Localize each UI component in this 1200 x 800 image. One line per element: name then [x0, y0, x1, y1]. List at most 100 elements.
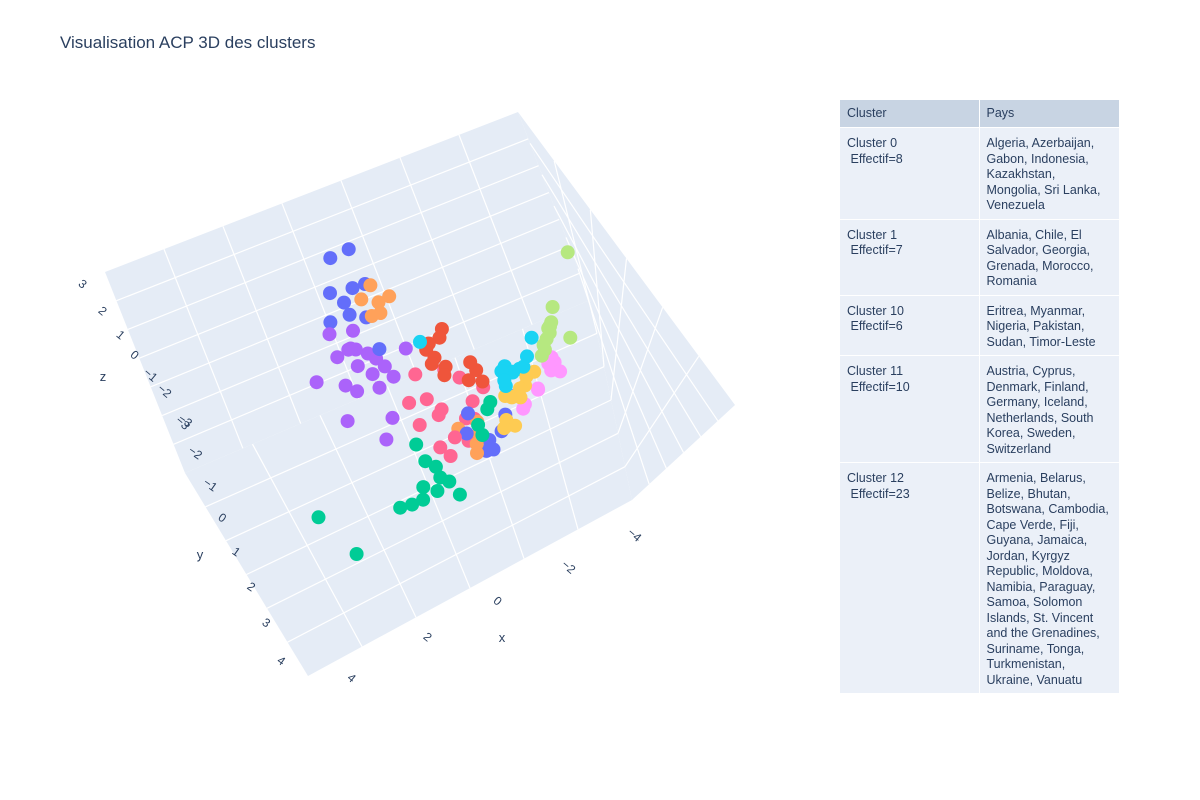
data-point-purple	[379, 432, 394, 447]
cluster-effectif: Effectif=6	[850, 319, 903, 333]
data-point-lime	[560, 245, 575, 260]
data-point-purple	[309, 375, 324, 390]
data-point-blue	[337, 295, 351, 310]
data-point-green	[442, 474, 457, 489]
z-tick-label: 2	[96, 303, 110, 318]
cluster-cell: Cluster 10 Effectif=6	[840, 295, 980, 356]
data-point-red	[461, 373, 476, 388]
data-point-blue	[323, 286, 337, 301]
back-wall-gridline	[222, 226, 302, 424]
back-wall-gridline	[150, 218, 560, 388]
data-point-blue	[345, 281, 360, 296]
data-point-purple	[330, 350, 345, 365]
data-point-pink	[443, 449, 458, 463]
y-axis-title: y	[197, 547, 204, 562]
data-point-orange	[382, 289, 397, 304]
data-point-cyan	[413, 334, 427, 349]
z-axis-title: z	[100, 369, 107, 384]
data-point-green	[405, 497, 420, 512]
data-point-cyan	[497, 373, 512, 388]
data-point-purple	[338, 378, 353, 393]
table-row: Cluster 12 Effectif=23 Armenia, Belarus,…	[840, 462, 1120, 694]
cluster-table-container[interactable]: Cluster Pays Cluster 0 Effectif=8 Algeri…	[840, 100, 1120, 719]
table-row: Cluster 11 Effectif=10 Austria, Cyprus, …	[840, 355, 1120, 463]
data-point-green	[483, 395, 498, 409]
cluster-name: Cluster 11	[847, 364, 904, 378]
data-point-pink	[408, 367, 423, 382]
x-axis-title: x	[499, 630, 506, 645]
cluster-cell: Cluster 11 Effectif=10	[840, 355, 980, 463]
back-wall-gridline	[116, 138, 529, 302]
data-point-pink	[433, 440, 448, 455]
data-point-green	[471, 417, 486, 432]
header-pays: Pays	[979, 100, 1120, 128]
table-row: Cluster 1 Effectif=7 Albania, Chile, El …	[840, 219, 1120, 296]
data-point-orange	[354, 292, 369, 307]
data-point-blue	[372, 342, 387, 357]
data-point-cyan	[524, 330, 539, 345]
back-wall-gridline	[161, 245, 570, 417]
data-point-purple	[350, 359, 365, 374]
cluster-effectif: Effectif=8	[850, 151, 903, 166]
back-wall-gridline	[139, 192, 550, 359]
data-point-green	[393, 500, 408, 515]
data-point-purple	[343, 341, 358, 356]
data-point-blue	[323, 251, 338, 266]
pays-cell: Algeria, Azerbaijan, Gabon, Indonesia, K…	[979, 127, 1120, 220]
data-point-blue	[459, 426, 474, 441]
back-wall-gridline	[399, 157, 475, 350]
cluster-effectif: Effectif=10	[850, 379, 910, 394]
header-cluster: Cluster	[840, 100, 980, 128]
data-point-purple	[350, 384, 365, 399]
data-point-lime	[545, 300, 560, 314]
floor-gridline	[287, 466, 626, 643]
data-point-lime	[534, 348, 549, 363]
data-point-magenta	[530, 381, 545, 396]
data-point-red	[463, 355, 478, 370]
data-point-red	[424, 356, 439, 371]
x-tick-label: −2	[559, 557, 579, 577]
data-point-purple	[385, 410, 400, 425]
data-point-green	[409, 437, 424, 452]
data-point-pink	[412, 418, 427, 432]
back-wall-gridline	[458, 134, 533, 325]
data-point-orange	[364, 309, 379, 323]
data-point-pink	[402, 395, 417, 410]
z-tick-label: 3	[76, 276, 90, 291]
data-point-purple	[365, 367, 380, 382]
cluster-effectif: Effectif=23	[850, 486, 910, 501]
data-point-green	[452, 487, 467, 502]
data-point-lime	[543, 319, 557, 334]
y-tick-label: 4	[275, 653, 289, 668]
table-row: Cluster 0 Effectif=8 Algeria, Azerbaijan…	[840, 127, 1120, 220]
data-point-blue	[342, 307, 357, 322]
x-tick-label: 0	[491, 593, 505, 608]
cluster-effectif: Effectif=7	[850, 243, 903, 257]
data-point-green	[416, 492, 431, 507]
data-point-green	[311, 510, 326, 525]
pays-cell: Austria, Cyprus, Denmark, Finland, Germa…	[979, 355, 1120, 463]
data-point-yellow	[513, 390, 528, 405]
data-point-lime	[563, 330, 578, 345]
data-point-green	[418, 454, 433, 469]
data-point-blue	[341, 242, 356, 257]
data-point-pink	[447, 430, 462, 445]
data-point-red	[437, 368, 452, 383]
cluster-name: Cluster 1	[847, 227, 898, 242]
data-point-pink	[419, 392, 434, 407]
back-wall-gridline	[127, 165, 539, 330]
back-wall-gridline	[163, 248, 244, 449]
x-tick-label: 4	[345, 670, 359, 685]
data-point-purple	[372, 380, 387, 395]
y-tick-label: 3	[260, 615, 274, 630]
z-tick-label: 1	[114, 327, 128, 342]
data-point-orange	[363, 278, 378, 293]
data-point-green	[430, 484, 445, 498]
data-point-blue	[323, 315, 338, 330]
x-tick-label: 2	[421, 629, 435, 644]
data-point-pink	[434, 402, 449, 417]
cluster-name: Cluster 12	[847, 471, 904, 485]
pays-cell: Eritrea, Myanmar, Nigeria, Pakistan, Sud…	[979, 295, 1120, 356]
data-point-green	[349, 547, 364, 561]
